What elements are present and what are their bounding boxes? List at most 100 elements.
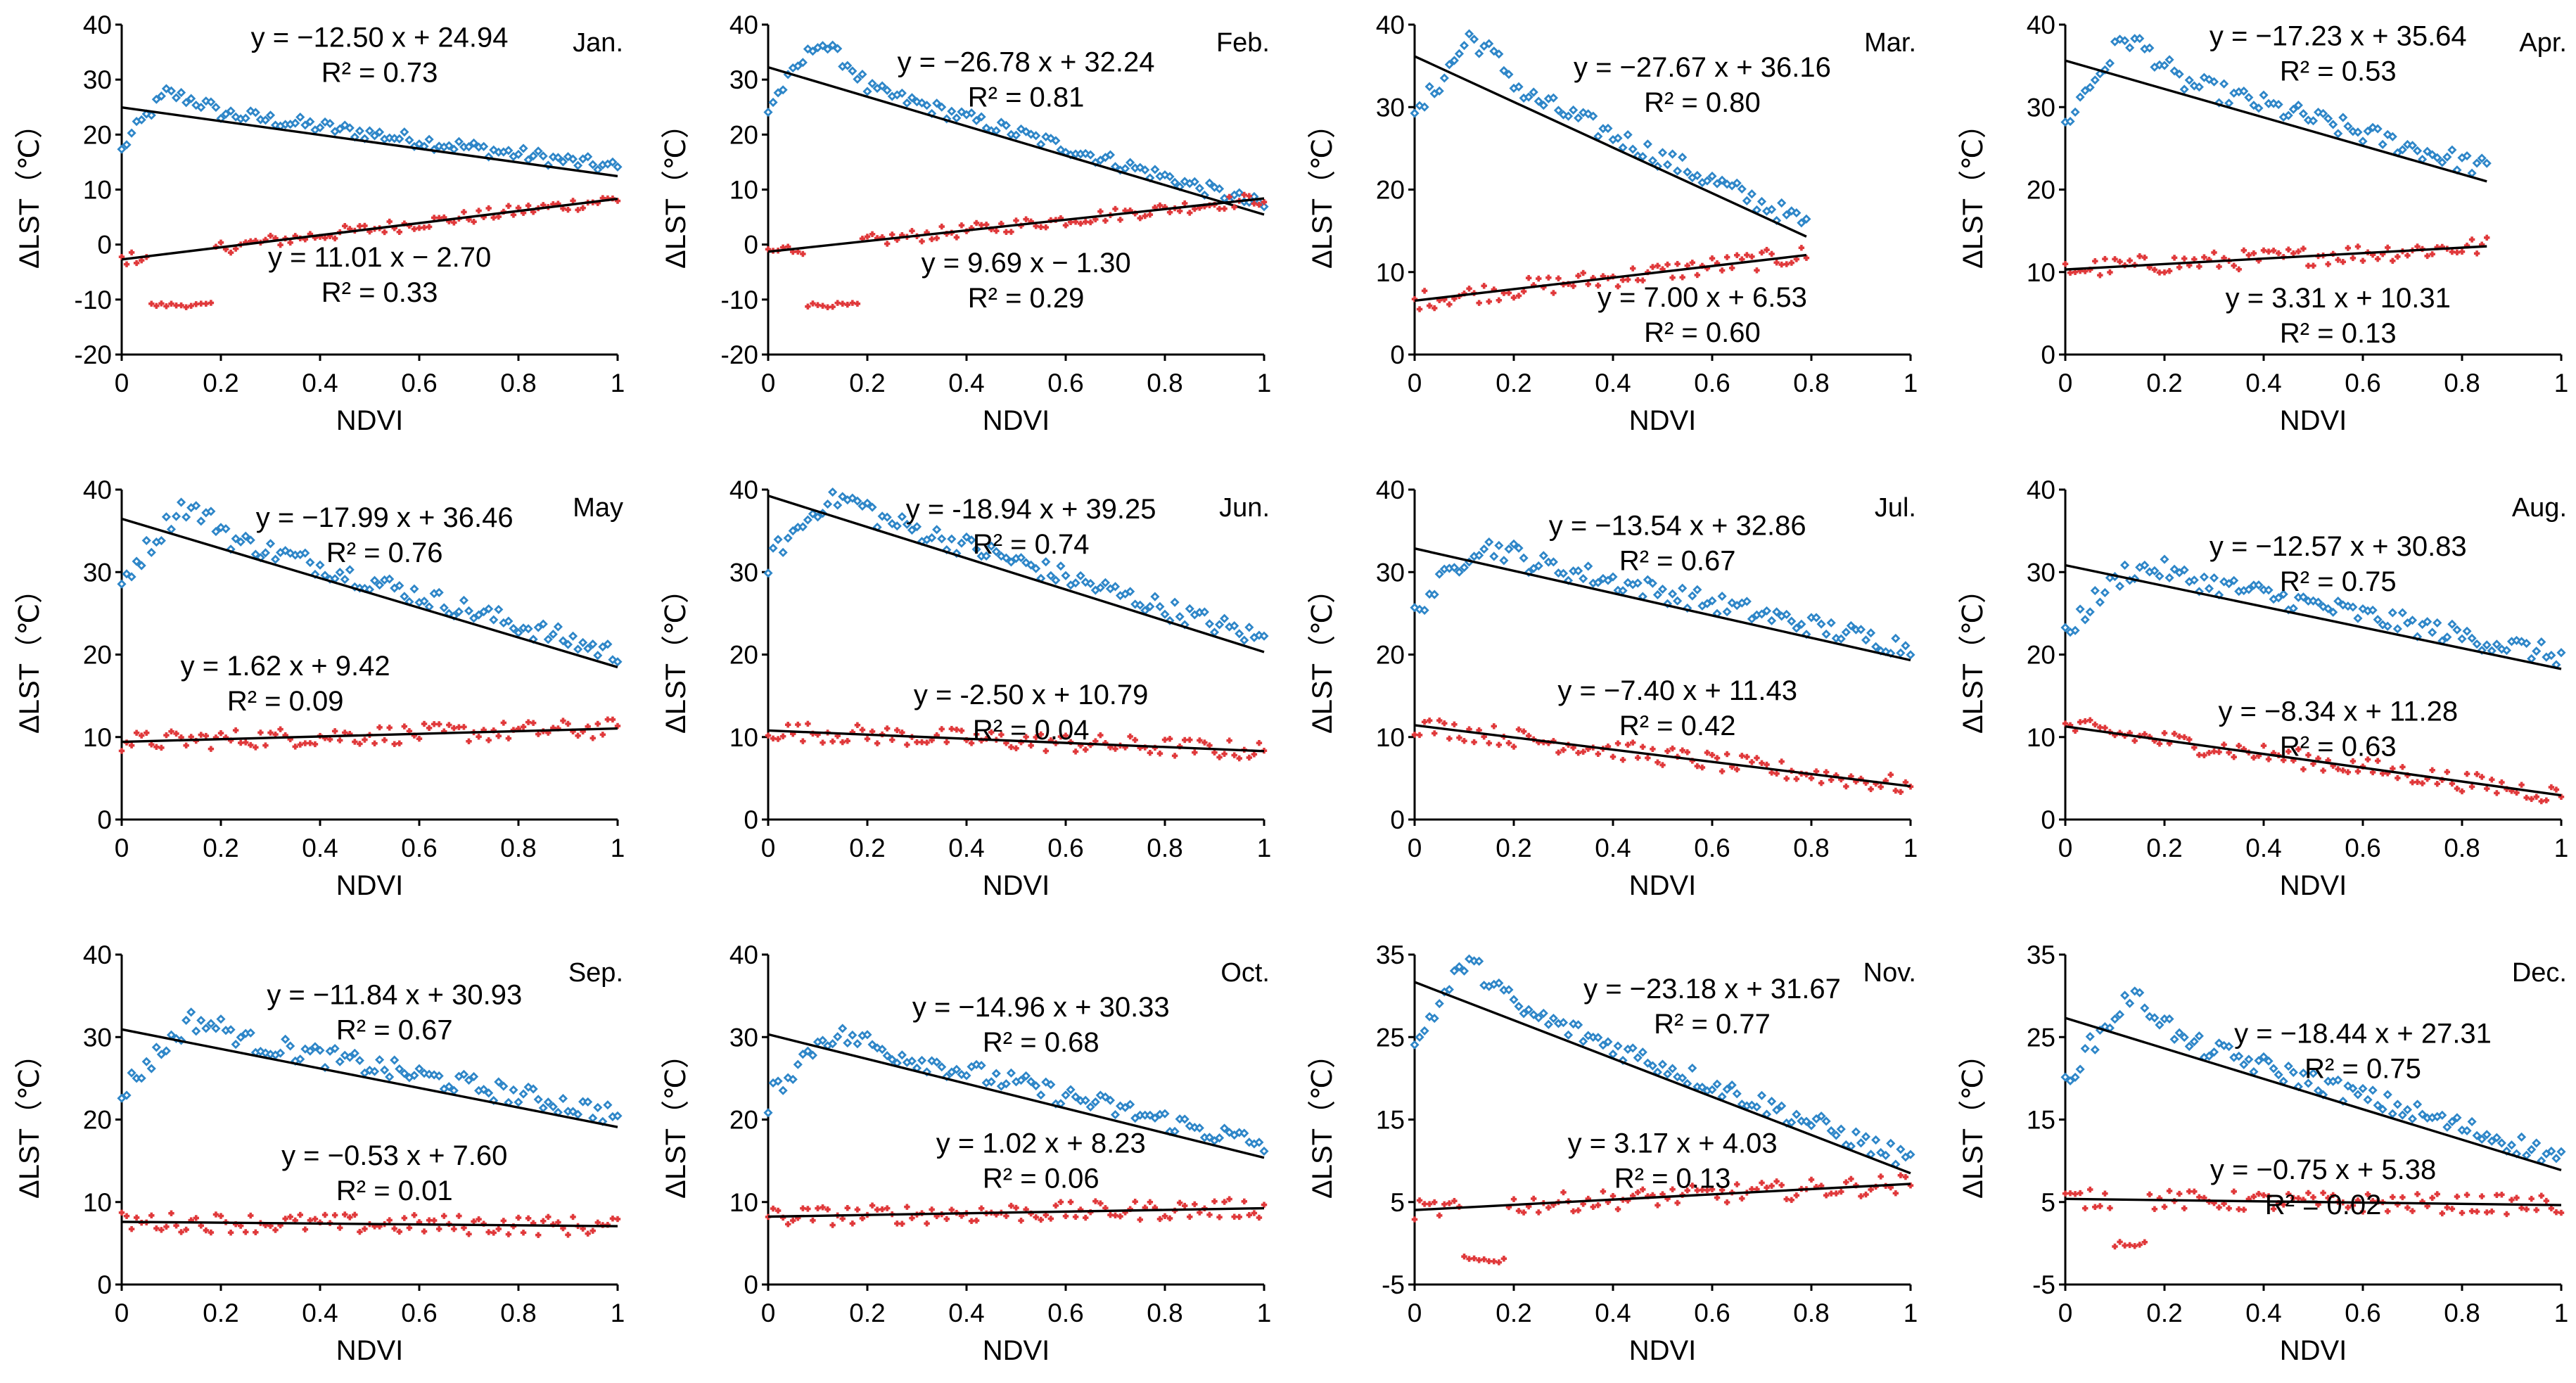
data-point-cross — [1421, 719, 1428, 725]
data-point-cross — [1241, 1198, 1247, 1205]
data-point-diamond — [1006, 557, 1016, 567]
data-point-cross — [1256, 739, 1263, 746]
data-point-diamond — [2368, 1085, 2378, 1095]
data-point-cross — [2429, 251, 2435, 257]
data-point-diamond — [1504, 544, 1514, 554]
data-point-cross — [1206, 742, 1213, 748]
data-point-cross — [1704, 1187, 1711, 1194]
data-point-cross — [505, 735, 512, 741]
x-tick-label: 0.6 — [2345, 369, 2380, 397]
data-point-cross — [1709, 255, 1716, 262]
data-point-diamond — [369, 575, 380, 585]
data-point-diamond — [380, 1065, 390, 1075]
data-point-diamond — [2423, 146, 2432, 156]
x-tick-label: 0.2 — [203, 1299, 238, 1327]
data-point-cross — [153, 744, 160, 750]
data-point-cross — [1421, 288, 1428, 294]
data-point-diamond — [1668, 149, 1678, 159]
month-label: Aug. — [2512, 493, 2567, 523]
data-point-cross — [1650, 264, 1656, 270]
data-point-cross — [795, 721, 801, 728]
data-point-diamond — [1767, 616, 1777, 625]
x-tick-label: 0.6 — [1694, 834, 1730, 862]
data-point-diamond — [2387, 1109, 2397, 1118]
data-point-cross — [1858, 1193, 1864, 1199]
data-point-cross — [495, 1225, 502, 1232]
x-tick-label: 0.2 — [1496, 1299, 1531, 1327]
data-point-cross — [2112, 256, 2118, 262]
data-point-cross — [426, 1217, 433, 1223]
trend-line-upper — [121, 517, 618, 669]
data-point-diamond — [241, 531, 250, 541]
data-point-cross — [1759, 249, 1765, 256]
data-point-diamond — [1150, 1113, 1160, 1123]
data-point-cross — [1709, 751, 1716, 758]
data-point-cross — [471, 219, 477, 225]
data-point-cross — [1764, 246, 1770, 253]
data-point-diamond — [1135, 600, 1145, 610]
equation-upper: y = −11.84 x + 30.93 — [267, 979, 522, 1010]
data-point-diamond — [828, 1039, 838, 1049]
x-tick-label: 0.4 — [1595, 834, 1631, 862]
data-point-cross — [128, 1225, 135, 1232]
data-point-diamond — [136, 115, 146, 125]
data-point-cross — [1560, 746, 1567, 753]
x-tick-label: 1 — [611, 834, 625, 862]
data-point-diamond — [543, 635, 553, 644]
data-point-cross — [500, 720, 507, 726]
data-point-diamond — [241, 113, 250, 123]
data-point-cross — [1147, 1199, 1154, 1206]
data-point-cross — [869, 728, 876, 735]
data-point-diamond — [300, 120, 310, 130]
data-point-cross — [2176, 264, 2183, 271]
data-point-cross — [774, 736, 782, 742]
data-point-cross — [1828, 777, 1835, 783]
data-point-diamond — [2060, 1072, 2070, 1082]
data-point-cross — [2434, 781, 2440, 787]
data-point-diamond — [2387, 132, 2397, 141]
data-point-cross — [968, 740, 975, 746]
data-point-diamond — [2160, 60, 2169, 70]
data-point-cross — [844, 1204, 850, 1211]
r-squared-upper: R² = 0.68 — [983, 1027, 1099, 1058]
data-point-cross — [362, 222, 368, 229]
data-point-diamond — [1439, 73, 1449, 83]
data-point-diamond — [216, 1014, 226, 1024]
x-tick-label: 1 — [1257, 369, 1272, 397]
data-point-diamond — [1180, 1114, 1190, 1124]
data-point-cross — [2479, 1193, 2485, 1199]
equation-upper: y = −12.50 x + 24.94 — [251, 22, 509, 53]
data-point-diamond — [177, 497, 186, 507]
y-tick-label: 40 — [83, 941, 112, 969]
data-point-diamond — [1881, 1150, 1891, 1160]
data-point-cross — [2359, 257, 2366, 265]
data-point-diamond — [315, 1045, 325, 1055]
data-point-diamond — [1747, 614, 1756, 624]
data-point-cross — [1436, 1212, 1443, 1219]
data-point-cross — [1112, 746, 1118, 752]
data-point-diamond — [2259, 1052, 2269, 1062]
data-point-cross — [993, 228, 1000, 234]
data-point-cross — [2409, 1208, 2416, 1214]
data-point-cross — [2459, 1210, 2466, 1216]
data-point-cross — [820, 739, 826, 746]
data-point-cross — [1042, 748, 1049, 754]
data-point-cross — [1246, 1211, 1253, 1218]
x-tick-label: 0 — [115, 834, 129, 862]
x-tick-label: 0.4 — [1595, 369, 1631, 397]
r-squared-lower: R² = 0.04 — [973, 715, 1090, 746]
equation-lower: y = 1.02 x + 8.23 — [936, 1128, 1146, 1159]
data-point-diamond — [1415, 1032, 1424, 1042]
data-point-cross — [451, 219, 457, 226]
equation-upper: y = −12.57 x + 30.83 — [2210, 531, 2467, 562]
data-point-diamond — [1896, 1145, 1906, 1154]
data-point-diamond — [553, 153, 563, 162]
data-point-cross — [1590, 1204, 1596, 1210]
data-point-cross — [599, 732, 606, 738]
data-point-diamond — [2194, 1031, 2204, 1041]
data-point-cross — [790, 1217, 796, 1224]
data-point-diamond — [1657, 1059, 1668, 1069]
data-point-cross — [352, 739, 358, 745]
data-point-cross — [178, 1229, 184, 1235]
data-point-diamond — [573, 160, 583, 170]
